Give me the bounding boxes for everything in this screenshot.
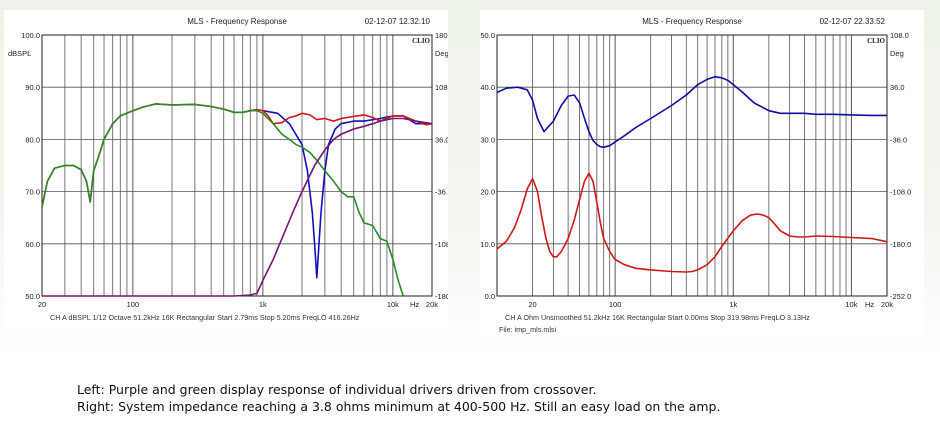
series-line-3 xyxy=(41,103,404,297)
y-tick-label: 100.0 xyxy=(21,31,40,40)
y-right-tick-label: 180.0 xyxy=(435,31,448,40)
x-axis-unit: Hz xyxy=(410,300,419,309)
y-right-tick-label: 36.0 xyxy=(890,83,905,92)
y-tick-label: 90.0 xyxy=(25,83,40,92)
frequency-response-chart: MLS - Frequency Response 02-12-07 12.32.1… xyxy=(4,10,448,330)
y-right-tick-label: -180.0 xyxy=(435,292,448,301)
impedance-chart: MLS - Frequency Response 02-12-07 22.33.5… xyxy=(480,10,924,340)
y-right-tick-label: -180.0 xyxy=(890,240,911,249)
y-right-tick-label: -36.0 xyxy=(890,135,907,144)
series-line-1 xyxy=(496,76,887,148)
series-line-1 xyxy=(262,109,432,279)
x-tick-label: 1k xyxy=(259,300,267,309)
chart-title: MLS - Frequency Response xyxy=(642,17,742,26)
y-right-tick-label: -252.0 xyxy=(890,292,911,301)
chart-footer: CH A Ohm Unsmoothed 51.2kHz 16K Rectangu… xyxy=(505,313,810,322)
y-tick-label: 40.0 xyxy=(480,83,495,92)
chart-timestamp: 02-12-07 22.33.52 xyxy=(820,17,886,26)
clio-logo: CLIO xyxy=(412,37,430,45)
chart-title: MLS - Frequency Response xyxy=(187,17,287,26)
grid xyxy=(497,35,887,296)
y-right-tick-label: 108.0 xyxy=(890,31,909,40)
caption-line-2: Right: System impedance reaching a 3.8 o… xyxy=(77,399,721,414)
y-right-tick-label: -108.0 xyxy=(435,240,448,249)
plot-frame xyxy=(41,34,433,297)
grid xyxy=(42,35,432,296)
y-tick-label: 60.0 xyxy=(25,240,40,249)
caption: Left: Purple and green display response … xyxy=(77,381,720,415)
chart-footer: CH A dBSPL 1/12 Octave 51.2kHz 16K Recta… xyxy=(50,313,360,322)
series-line-2 xyxy=(496,172,888,273)
y-tick-label: 70.0 xyxy=(25,188,40,197)
y-tick-label: 30.0 xyxy=(480,135,495,144)
file-label: File: imp_mls.mlsi xyxy=(499,325,557,334)
series-group xyxy=(41,103,433,297)
clio-logo: CLIO xyxy=(867,37,885,45)
x-tick-label: 10k xyxy=(845,300,857,309)
y-tick-label: 50.0 xyxy=(25,292,40,301)
plot-frame xyxy=(496,34,888,297)
y-right-tick-label: -108.0 xyxy=(890,188,911,197)
y-tick-label: 20.0 xyxy=(480,188,495,197)
x-tick-label: 20k xyxy=(881,300,893,309)
y-tick-label: 0.0 xyxy=(485,292,495,301)
series-line-4 xyxy=(42,117,433,297)
x-tick-label: 10k xyxy=(387,300,399,309)
x-tick-label: 20 xyxy=(528,300,536,309)
x-tick-label: 20 xyxy=(38,300,46,309)
y-tick-label: 10.0 xyxy=(480,240,495,249)
x-tick-label: 1k xyxy=(729,300,737,309)
y-right-tick-label: 36.0 xyxy=(435,135,448,144)
x-tick-label: 100 xyxy=(127,300,140,309)
chart-timestamp: 02-12-07 12.32.10 xyxy=(365,17,431,26)
y-tick-label: 50.0 xyxy=(480,31,495,40)
chart-svg: MLS - Frequency Response 02-12-07 22.33.5… xyxy=(480,17,911,334)
right-axis-unit: Deg xyxy=(890,49,904,58)
x-tick-label: 100 xyxy=(609,300,622,309)
x-axis-unit: Hz xyxy=(865,300,874,309)
chart-svg: MLS - Frequency Response 02-12-07 12.32.1… xyxy=(8,17,448,322)
x-tick-label: 20k xyxy=(426,300,438,309)
right-axis-unit: Deg xyxy=(435,49,448,58)
y-right-tick-label: 108.0 xyxy=(435,83,448,92)
left-axis-unit: dBSPL xyxy=(8,49,31,58)
caption-line-1: Left: Purple and green display response … xyxy=(77,382,597,397)
y-tick-label: 80.0 xyxy=(25,135,40,144)
y-right-tick-label: -36.0 xyxy=(435,188,448,197)
series-group xyxy=(496,76,888,273)
